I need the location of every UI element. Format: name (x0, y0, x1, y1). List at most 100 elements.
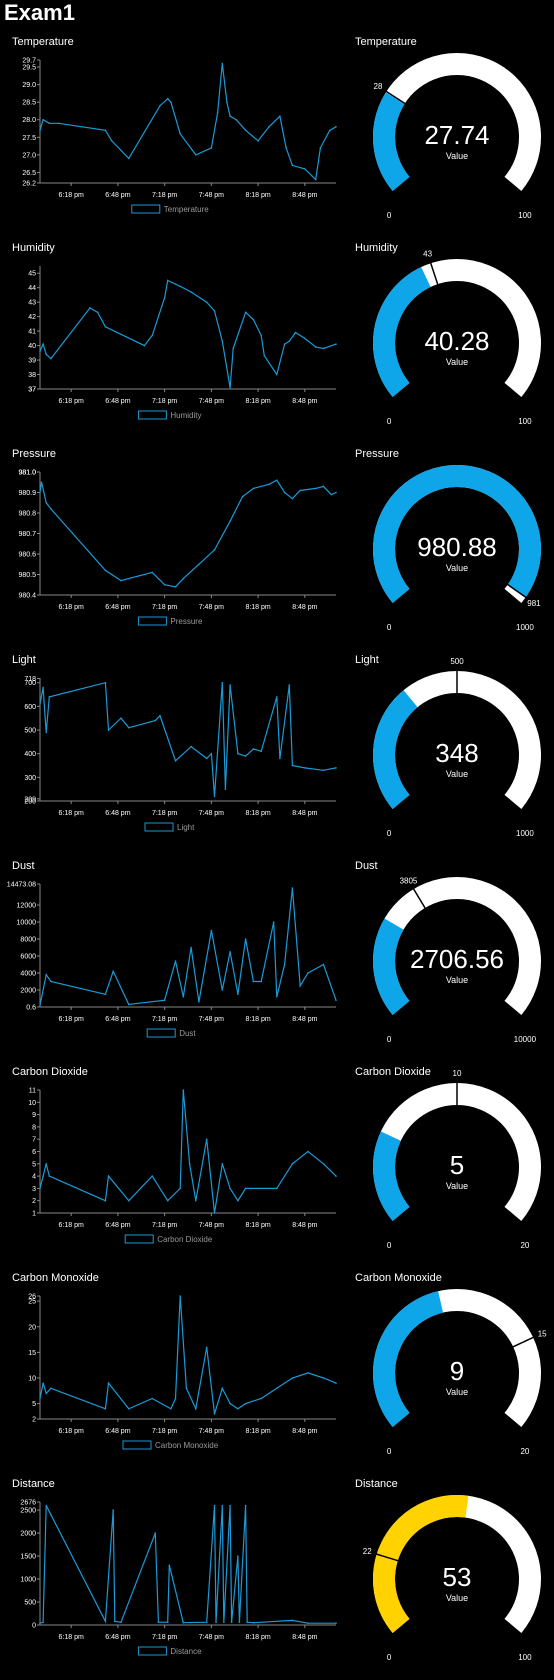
legend-swatch[interactable] (122, 1440, 152, 1450)
data-point (166, 279, 169, 282)
data-point (215, 1621, 217, 1624)
legend-swatch[interactable] (137, 410, 167, 420)
data-point (42, 1382, 44, 1384)
legend-swatch[interactable] (144, 822, 174, 832)
data-point (229, 1187, 231, 1190)
legend-label[interactable]: Distance (170, 1647, 202, 1656)
data-point (39, 129, 41, 132)
data-point (335, 491, 337, 494)
gauge-value-label: Value (446, 1593, 468, 1603)
y-tick-label: 700 (24, 680, 36, 687)
y-tick-label: 40 (28, 343, 36, 350)
data-point (244, 1187, 247, 1190)
gauge-marker-label: 981 (527, 599, 541, 608)
x-tick-label: 7:48 pm (199, 398, 224, 405)
gauge-title: Carbon Monoxide (355, 1272, 442, 1284)
data-point (157, 1621, 160, 1624)
legend-swatch[interactable] (137, 616, 167, 626)
data-point (50, 357, 52, 360)
data-point (322, 1163, 325, 1165)
y-tick-label: 15 (28, 1350, 36, 1357)
data-point (263, 354, 266, 357)
legend-swatch[interactable] (131, 204, 161, 214)
data-point (244, 1402, 247, 1405)
legend-label[interactable]: Carbon Monoxide (155, 1441, 219, 1450)
y-tick-label: 39 (28, 358, 36, 365)
x-tick-label: 7:18 pm (152, 810, 177, 817)
data-point (89, 307, 91, 309)
data-point (143, 344, 146, 347)
data-point (328, 129, 331, 132)
y-tick-label: 10 (28, 1100, 36, 1107)
legend-label[interactable]: Dust (179, 1029, 196, 1038)
y-tick-label: 41 (28, 329, 36, 336)
y-tick-label: 10 (28, 1376, 36, 1383)
y-tick-label: 37 (28, 387, 36, 394)
y-tick-label: 10000 (17, 920, 37, 927)
gauge-fill (373, 1131, 410, 1221)
legend-label[interactable]: Light (177, 823, 195, 832)
series-line-pressure (39, 479, 337, 588)
x-tick-label: 7:48 pm (199, 1016, 224, 1023)
data-point (190, 946, 192, 949)
data-point (42, 118, 44, 121)
chart-title: Distance (12, 1478, 55, 1490)
data-point (188, 1163, 191, 1165)
data-point (39, 703, 41, 705)
data-point (159, 715, 161, 717)
data-point (304, 168, 306, 170)
data-point (213, 1413, 216, 1415)
legend-swatch[interactable] (124, 1234, 154, 1244)
legend-label[interactable]: Pressure (170, 617, 203, 626)
gauge-marker-label: 500 (450, 657, 464, 666)
data-point (319, 147, 322, 149)
legend-swatch[interactable] (137, 1646, 167, 1656)
y-tick-label: 2 (32, 1198, 36, 1205)
x-tick-label: 6:48 pm (105, 1016, 130, 1023)
data-point (151, 571, 153, 574)
x-tick-label: 8:18 pm (245, 1634, 270, 1641)
line-chart: 11 10 9 8 7 6 5 4 3 2 1 6:18 pm 6:48 pm 7:18 pm 7:48 p… (28, 1088, 337, 1244)
data-point (42, 686, 44, 689)
y-tick-label: 28.0 (22, 117, 36, 124)
data-point (205, 301, 208, 303)
data-point (291, 764, 294, 767)
data-point (45, 731, 48, 734)
data-point (226, 101, 228, 103)
data-point (198, 563, 200, 566)
data-point (128, 1003, 130, 1006)
x-tick-label: 6:48 pm (105, 604, 130, 611)
gauge-max-label: 1000 (516, 829, 534, 838)
y-tick-label: 45 (28, 271, 36, 278)
data-point (104, 325, 107, 328)
legend-label[interactable]: Carbon Dioxide (157, 1235, 213, 1244)
y-tick-label: 1000 (20, 1577, 36, 1584)
data-point (45, 353, 48, 356)
panel-4: Dust Dust 14473.08 12000 10000 8000 6000 4000 20… (0, 854, 554, 1060)
y-tick-label: 2500 (20, 1508, 36, 1515)
gauge-value: 9 (450, 1356, 464, 1386)
gauge-marker (506, 583, 529, 600)
data-point (163, 583, 166, 586)
data-point (57, 122, 60, 125)
data-point (291, 1619, 294, 1622)
legend-swatch[interactable] (146, 1028, 176, 1038)
data-point (252, 748, 255, 750)
gauge-min-label: 0 (387, 623, 392, 632)
data-point (276, 1187, 278, 1190)
legend-label[interactable]: Humidity (170, 411, 201, 420)
data-point (307, 1622, 309, 1624)
x-tick-label: 8:48 pm (292, 604, 317, 611)
legend-label[interactable]: Temperature (164, 205, 209, 214)
gauge-title: Humidity (355, 242, 398, 254)
data-point (229, 684, 231, 686)
y-tick-label: 27.5 (22, 135, 36, 142)
series-line-dust (39, 887, 337, 1006)
data-point (322, 963, 325, 966)
gauge-max-label: 20 (520, 1241, 529, 1250)
data-point (252, 1621, 255, 1624)
